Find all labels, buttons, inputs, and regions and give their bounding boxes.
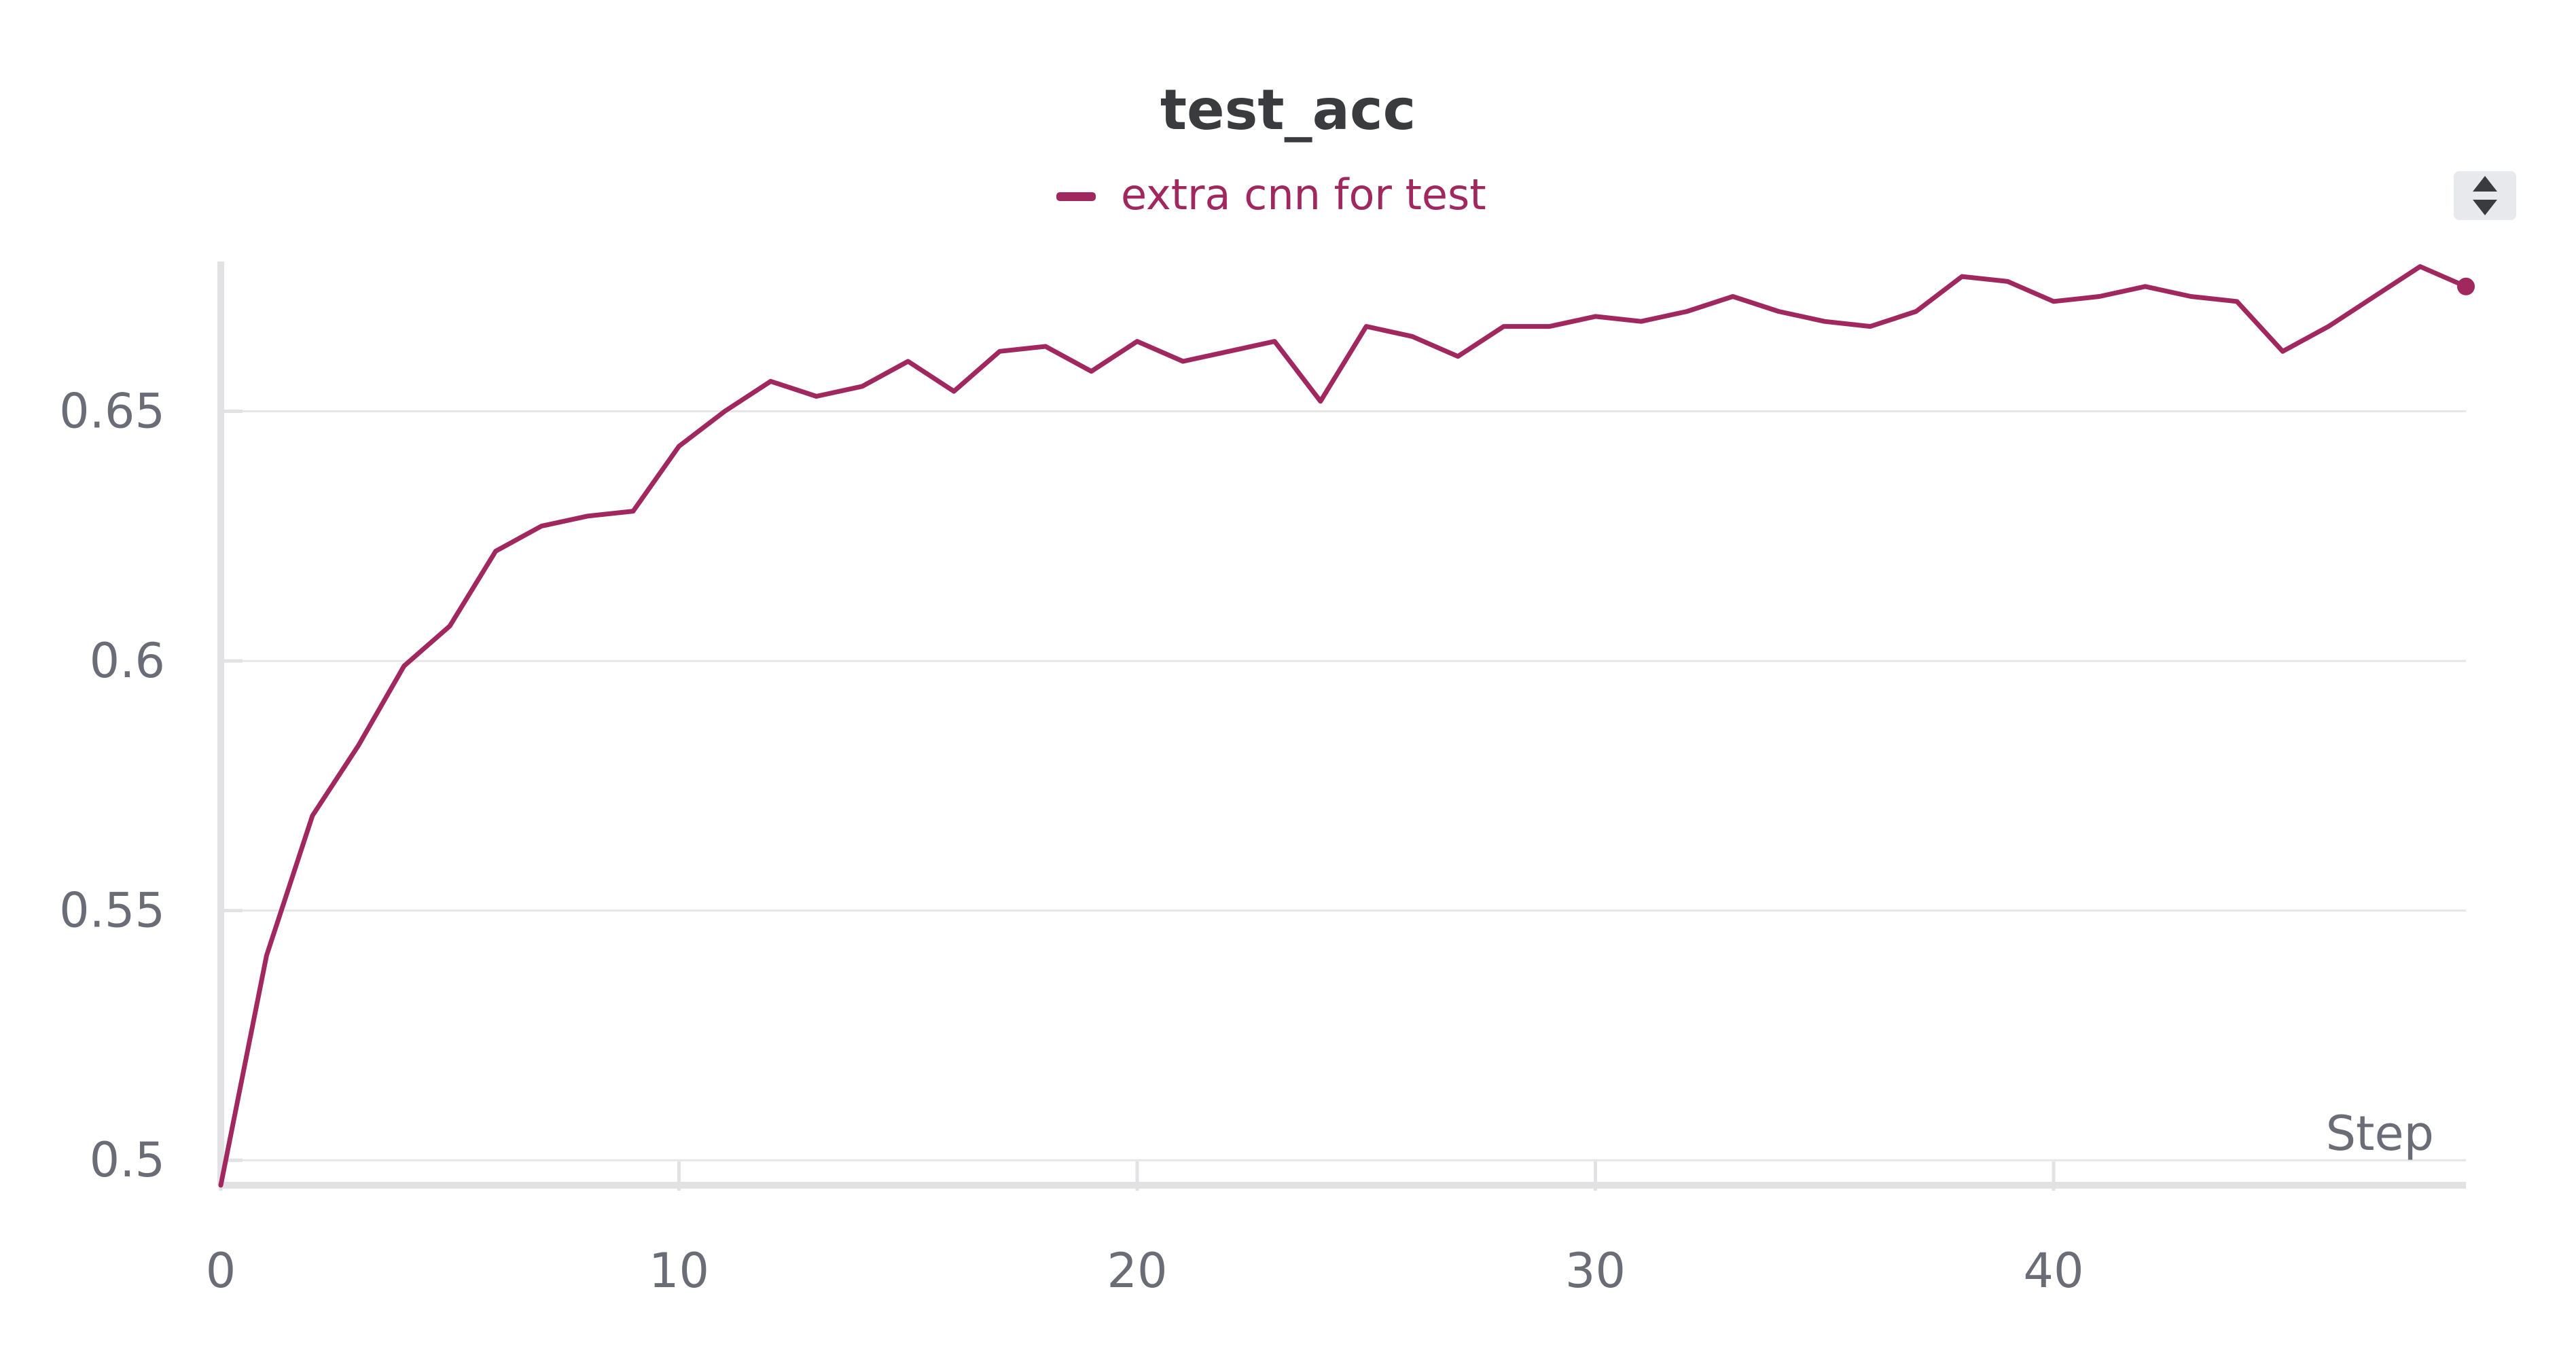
x-ticks: 0 10 20 30 40 xyxy=(206,1161,2083,1299)
series xyxy=(218,264,2475,1188)
x-tick-label: 30 xyxy=(1565,1243,1626,1299)
legend-scroll-background xyxy=(2454,171,2516,220)
legend-scroll-button[interactable] xyxy=(2454,171,2516,220)
x-tick-label: 0 xyxy=(206,1243,236,1299)
y-tick-label: 0.6 xyxy=(90,633,165,689)
axes xyxy=(217,261,2466,1189)
x-tick-label: 20 xyxy=(1107,1243,1167,1299)
chevron-down-icon xyxy=(2473,200,2497,215)
chart-title: test_acc xyxy=(1160,78,1416,143)
grid xyxy=(221,410,2466,1162)
series-end-point xyxy=(2457,277,2475,295)
x-tick-label: 10 xyxy=(649,1243,709,1299)
legend-swatch xyxy=(1056,192,1096,201)
x-axis-label: Step xyxy=(2326,1106,2434,1161)
y-tick-label: 0.65 xyxy=(59,384,165,439)
chevron-up-icon xyxy=(2473,176,2497,192)
x-tick-label: 40 xyxy=(2023,1243,2083,1299)
series-line xyxy=(218,264,2469,1188)
legend-label: extra cnn for test xyxy=(1121,170,1486,219)
y-tick-label: 0.5 xyxy=(90,1132,165,1188)
legend[interactable]: extra cnn for test xyxy=(1056,170,1486,219)
y-tick-label: 0.55 xyxy=(59,883,165,939)
y-ticks: 0.5 0.55 0.6 0.65 xyxy=(59,384,165,1189)
